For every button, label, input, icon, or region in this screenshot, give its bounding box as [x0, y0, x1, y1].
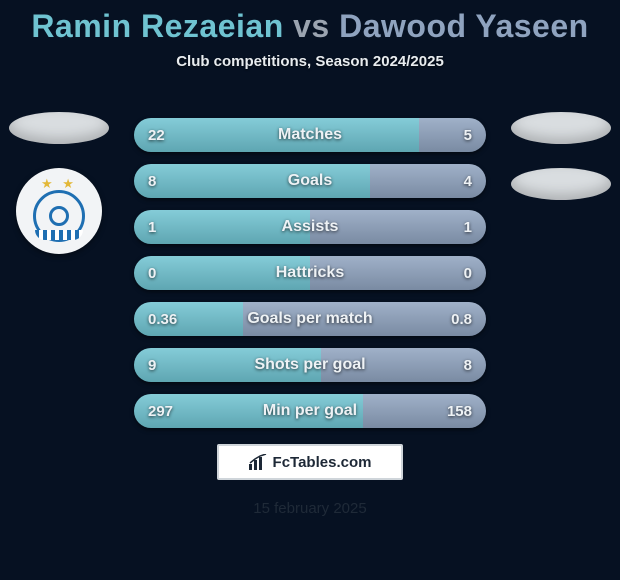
stat-label: Assists	[134, 210, 486, 244]
stat-value-right: 5	[464, 118, 472, 152]
stat-label: Goals	[134, 164, 486, 198]
stat-value-left: 0	[148, 256, 156, 290]
right-column	[506, 112, 616, 200]
stat-label: Matches	[134, 118, 486, 152]
stat-value-right: 8	[464, 348, 472, 382]
stat-row: Goals per match0.36 0.8	[134, 302, 486, 336]
stat-label: Goals per match	[134, 302, 486, 336]
stat-row: Shots per goal9 8	[134, 348, 486, 382]
date-text: 15 february 2025	[0, 500, 620, 517]
stats-panel: Matches225Goals84Assists11Hattricks00Goa…	[134, 118, 486, 428]
stat-row: Goals8 4	[134, 164, 486, 198]
stat-value-left: 9	[148, 348, 156, 382]
player1-club-badge: ★ ★	[16, 168, 102, 254]
stat-label: Hattricks	[134, 256, 486, 290]
player1-silhouette	[9, 112, 109, 144]
stat-value-left: 8	[148, 164, 156, 198]
source-text: FcTables.com	[273, 454, 372, 471]
comparison-title: Ramin Rezaeian vs Dawood Yaseen	[0, 0, 620, 45]
stat-row: Matches22 5	[134, 118, 486, 152]
chart-icon	[249, 454, 267, 470]
badge-stripes-icon	[35, 230, 83, 240]
stat-value-left: 0.36	[148, 302, 177, 336]
stat-value-left: 297	[148, 394, 173, 428]
stat-row: Hattricks0 0	[134, 256, 486, 290]
stat-row: Assists1 1	[134, 210, 486, 244]
subtitle: Club competitions, Season 2024/2025	[0, 53, 620, 70]
stat-value-right: 1	[464, 210, 472, 244]
stat-value-left: 22	[148, 118, 165, 152]
stat-label: Min per goal	[134, 394, 486, 428]
stat-value-right: 0	[464, 256, 472, 290]
player1-name: Ramin Rezaeian	[31, 8, 283, 44]
player2-name: Dawood Yaseen	[339, 8, 589, 44]
vs-text: vs	[293, 8, 330, 44]
badge-stars-icon: ★ ★	[41, 176, 77, 192]
source-badge[interactable]: FcTables.com	[217, 444, 403, 480]
player2-silhouette	[511, 112, 611, 144]
stat-value-right: 4	[464, 164, 472, 198]
left-column: ★ ★	[4, 112, 114, 254]
stat-value-left: 1	[148, 210, 156, 244]
player2-club-badge	[511, 168, 611, 200]
stat-value-right: 0.8	[451, 302, 472, 336]
stat-row: Min per goal297 158	[134, 394, 486, 428]
stat-label: Shots per goal	[134, 348, 486, 382]
stat-value-right: 158	[447, 394, 472, 428]
